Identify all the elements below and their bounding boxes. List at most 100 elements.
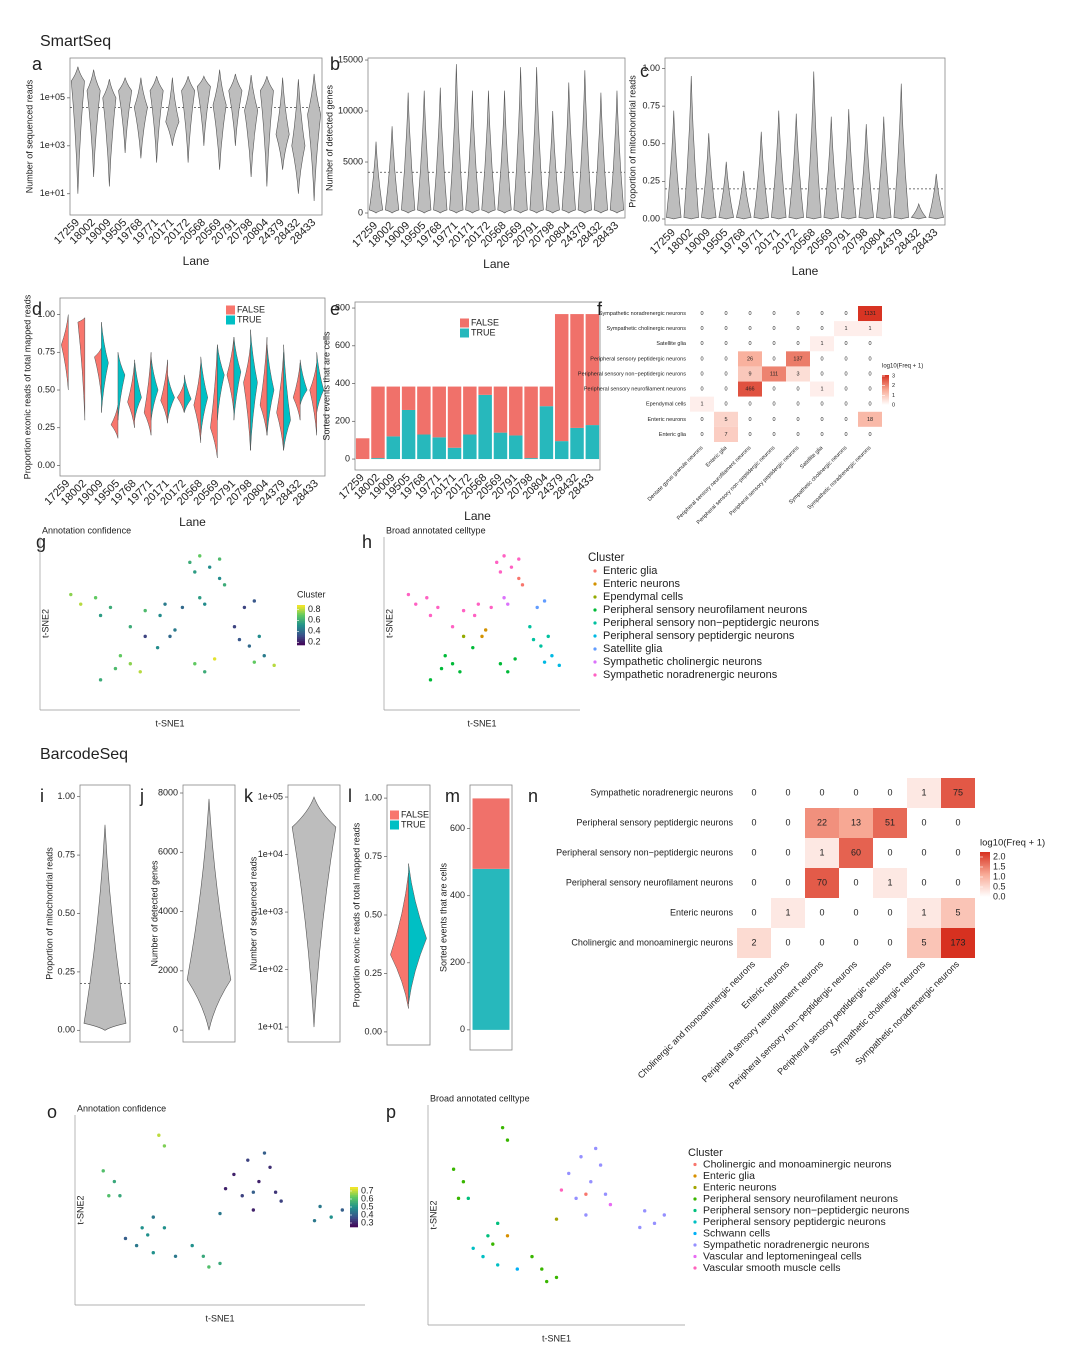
colorbar xyxy=(297,615,305,618)
cell-label: 466 xyxy=(745,387,754,393)
point xyxy=(535,605,539,610)
panel-label: e xyxy=(330,299,340,319)
x-axis-title: Lane xyxy=(183,254,210,268)
legend-dot xyxy=(593,647,597,651)
y-tick-label: 200 xyxy=(335,416,350,426)
half-violin xyxy=(276,352,284,451)
heat-cell xyxy=(858,426,882,442)
legend-swatch xyxy=(226,305,235,315)
cell-label: 0 xyxy=(820,402,823,408)
heat-cell xyxy=(810,306,834,322)
point xyxy=(108,605,113,610)
point xyxy=(495,560,499,565)
violin xyxy=(165,77,180,146)
violin xyxy=(858,124,874,220)
y-tick-label: 0.50 xyxy=(642,138,660,148)
half-violin xyxy=(110,405,119,439)
point xyxy=(252,599,257,603)
colorbar xyxy=(297,625,305,628)
point xyxy=(112,1179,117,1184)
bar-segment xyxy=(570,314,584,428)
heat-cell xyxy=(941,838,975,868)
colorbar-label: 0.5 xyxy=(361,1201,374,1211)
panel-label: d xyxy=(32,299,42,319)
point xyxy=(157,1133,161,1137)
heat-cell xyxy=(771,838,805,868)
bar-segment xyxy=(509,435,523,460)
cell-label: 26 xyxy=(747,356,753,362)
x-axis-title: t-SNE1 xyxy=(155,718,184,728)
heat-cell xyxy=(907,778,941,808)
point xyxy=(662,1213,666,1217)
row-label: Peripheral sensory peptidergic neurons xyxy=(576,817,733,827)
plot-frame xyxy=(367,57,626,219)
legend-dot xyxy=(693,1231,697,1236)
heat-cell xyxy=(810,321,834,337)
bar-segment xyxy=(417,386,431,435)
point xyxy=(190,1243,194,1248)
colorbar xyxy=(297,637,305,640)
legend-label: Peripheral sensory non−peptidergic neuro… xyxy=(703,1204,909,1216)
violin xyxy=(823,116,839,220)
point xyxy=(517,576,521,581)
y-tick-label: 0.00 xyxy=(364,1026,382,1036)
y-axis-title: Proportion exonic reads of total mapped … xyxy=(22,294,32,479)
bar-segment xyxy=(554,314,569,442)
point xyxy=(554,1217,559,1221)
heat-cell xyxy=(839,838,873,868)
cell-label: 0 xyxy=(796,402,799,408)
row-label: Sympathetic noradrenergic neurons xyxy=(599,311,686,317)
legend-title: Cluster xyxy=(688,1147,723,1159)
heat-cell xyxy=(738,381,762,397)
point xyxy=(528,625,532,629)
heat-cell xyxy=(834,336,858,352)
cell-label: 0 xyxy=(868,341,871,347)
heat-cell xyxy=(873,778,907,808)
section-title: SmartSeq xyxy=(40,33,111,50)
point xyxy=(113,666,118,671)
column-label: Peripheral sensory neurofilament neurons xyxy=(700,959,826,1085)
panel-label: o xyxy=(47,1102,57,1122)
cell-label: 13 xyxy=(851,817,861,827)
heat-cell xyxy=(714,381,738,397)
y-tick-label: 200 xyxy=(450,957,465,967)
heat-cell xyxy=(762,366,786,382)
heat-cell xyxy=(873,808,907,838)
colorbar xyxy=(350,1211,358,1214)
bar-segment xyxy=(478,386,492,395)
point xyxy=(554,1275,559,1280)
y-tick-label: 0.25 xyxy=(364,968,382,978)
colorbar xyxy=(350,1199,358,1202)
y-tick-label: 1e+03 xyxy=(258,906,283,916)
point xyxy=(329,1215,333,1219)
heat-cell xyxy=(737,838,771,868)
heat-cell xyxy=(786,381,810,397)
cell-label: 111 xyxy=(770,371,778,377)
heat-cell xyxy=(834,366,858,382)
point xyxy=(155,645,160,650)
colorbar xyxy=(297,629,305,632)
y-axis-title: Sorted events that are cells xyxy=(321,331,331,441)
y-tick-label: 1e+01 xyxy=(258,1021,283,1031)
cell-label: 0 xyxy=(887,907,892,917)
panel-label: b xyxy=(330,54,340,74)
point xyxy=(318,1204,322,1209)
point xyxy=(502,554,506,558)
point xyxy=(539,644,543,648)
heat-cell xyxy=(738,351,762,367)
violin xyxy=(275,77,290,170)
half-violin xyxy=(299,359,308,406)
cell-label: 0 xyxy=(868,356,871,362)
legend-label: Sympathetic cholinergic neurons xyxy=(603,656,762,668)
y-axis-title: t-SNE2 xyxy=(40,609,50,638)
heat-cell xyxy=(738,396,762,412)
point xyxy=(128,625,133,629)
colorbar xyxy=(350,1205,358,1208)
panel-label: m xyxy=(445,786,460,806)
cell-label: 2 xyxy=(751,937,756,947)
y-axis-title: t-SNE2 xyxy=(428,1200,438,1229)
point xyxy=(486,1234,490,1238)
point xyxy=(237,637,242,642)
cell-label: 0 xyxy=(700,432,703,438)
y-axis-title: Number of detected genes xyxy=(149,860,159,967)
